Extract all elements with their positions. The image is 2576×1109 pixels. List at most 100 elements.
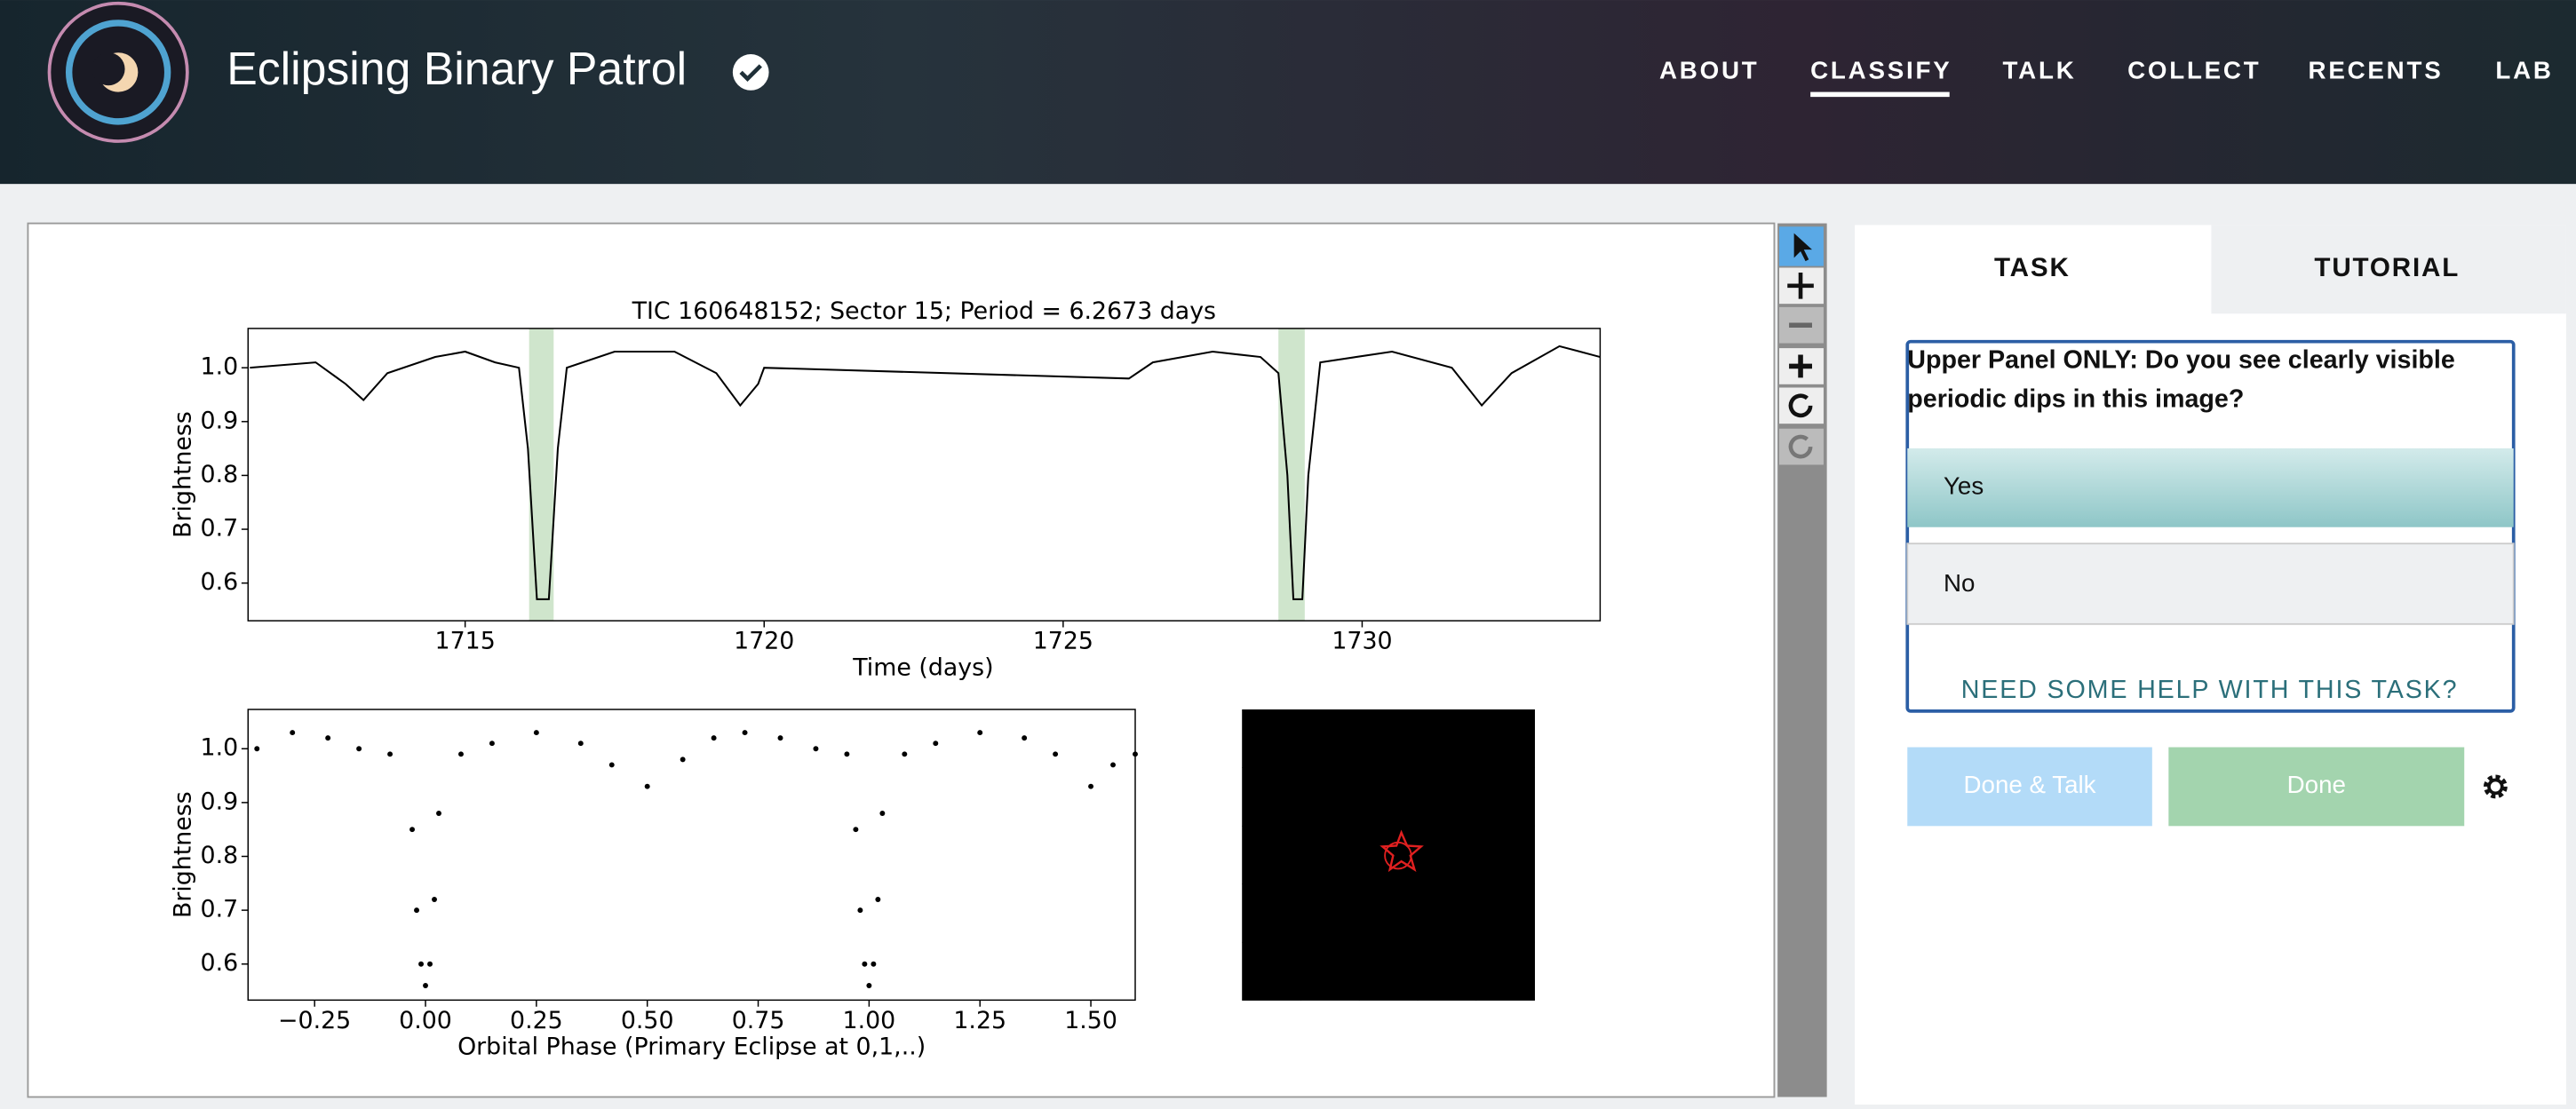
pixel (1358, 941, 1419, 1001)
phase-point (742, 730, 748, 736)
pixel (1300, 825, 1360, 884)
x-tick-label: 1.25 (953, 1007, 1006, 1034)
tab[interactable]: TASK (1994, 253, 2071, 282)
y-tick-label: 1.0 (201, 734, 239, 762)
y-tick-label: 0.8 (201, 842, 239, 869)
y-tick-label: 0.6 (201, 568, 239, 596)
answer-label: Yes (1944, 472, 1984, 500)
pixel (1358, 767, 1419, 827)
x-tick-label: 1720 (734, 628, 794, 655)
y-tick-label: 0.9 (201, 407, 239, 434)
task-panel (1855, 225, 2566, 1105)
phase-point (857, 907, 863, 914)
done-button[interactable] (2168, 747, 2465, 827)
nav-link[interactable]: LAB (2495, 57, 2553, 84)
phase-point (1053, 751, 1059, 757)
button-label: Done (2287, 771, 2346, 798)
axes-frame (247, 328, 1602, 622)
phase-point (427, 961, 433, 967)
phase-point (254, 746, 260, 752)
pixel (1417, 767, 1477, 827)
target-star (1379, 829, 1424, 873)
reset-icon (1788, 434, 1813, 459)
y-tick-label: 0.8 (201, 461, 239, 488)
logo (47, 1, 189, 143)
site-title: Eclipsing Binary Patrol (227, 43, 687, 94)
phase-point (1110, 762, 1116, 768)
phase-point (871, 961, 877, 967)
phase-point (325, 735, 331, 741)
settings-gear[interactable] (2483, 774, 2508, 799)
rotate[interactable] (1778, 387, 1824, 424)
select-icon (1793, 233, 1812, 262)
toolbar-buttons[interactable] (1778, 226, 1824, 465)
phase-point (680, 756, 686, 763)
nav-link[interactable]: CLASSIFY (1810, 57, 1952, 84)
pixel (1242, 709, 1301, 769)
phase-point (577, 741, 584, 747)
question-wrap: Upper Panel ONLY: Do you see clearly vis… (1907, 346, 2455, 415)
pixel (1475, 941, 1535, 1001)
nav-active-underline (1810, 91, 1950, 98)
nav: ABOUT CLASSIFY TALK COLLECT RECENTS LAB (1659, 57, 2553, 98)
pixel (1417, 709, 1477, 769)
phase-point (458, 751, 464, 757)
y-tick-label: 0.7 (201, 896, 239, 923)
phase-point (902, 751, 908, 757)
x-tick-label: 1.50 (1064, 1007, 1117, 1034)
phase-point (1088, 783, 1094, 789)
phase-point (977, 730, 983, 736)
nav-link[interactable]: TALK (2003, 57, 2077, 84)
y-axis-label: Brightness (170, 411, 197, 538)
answer-no[interactable] (1906, 543, 2515, 625)
x-tick-label: 0.50 (621, 1007, 674, 1034)
y-tick-label: 0.7 (201, 515, 239, 543)
answer-yes[interactable] (1907, 448, 2514, 527)
reset[interactable] (1778, 428, 1824, 465)
x-axis-label: Orbital Phase (Primary Eclipse at 0,1,..… (457, 1033, 926, 1060)
target-circle (1384, 841, 1412, 870)
done-talk-button[interactable] (1907, 747, 2152, 827)
phase-point (777, 735, 783, 741)
phase-point (844, 751, 850, 757)
phase-point (356, 746, 362, 752)
light-curve (250, 345, 1601, 600)
phase-point (875, 897, 881, 902)
tab[interactable]: TUTORIAL (2314, 253, 2460, 282)
phase-point (711, 735, 717, 741)
pixel (1358, 825, 1419, 884)
help-link[interactable]: NEED SOME HELP WITH THIS TASK? (1961, 676, 2459, 704)
pixel (1358, 709, 1419, 769)
phase-point (853, 827, 859, 833)
plus-icon (1789, 354, 1812, 378)
pixel (1475, 825, 1535, 884)
answer-label: No (1944, 569, 1975, 597)
pixel (1300, 709, 1360, 769)
phase-point (813, 746, 819, 752)
phase-point (432, 897, 437, 902)
y-tick-label: 1.0 (201, 353, 239, 381)
nav-link[interactable]: ABOUT (1659, 57, 1759, 84)
pixel (1417, 941, 1477, 1001)
pixel (1242, 825, 1301, 884)
x-tick-label: 0.00 (399, 1007, 452, 1034)
x-tick-label: 0.75 (732, 1007, 785, 1034)
pixel (1475, 767, 1535, 827)
chart-title: TIC 160648152; Sector 15; Period = 6.267… (632, 297, 1216, 325)
phase-point (489, 741, 495, 747)
nav-link[interactable]: COLLECT (2127, 57, 2261, 84)
x-tick-label: 1725 (1033, 628, 1093, 655)
y-tick-label: 0.9 (201, 788, 239, 815)
button-label: Done & Talk (1964, 771, 2096, 798)
nav-link[interactable]: RECENTS (2309, 57, 2444, 84)
phase-point (418, 961, 424, 967)
phase-point (533, 730, 539, 736)
phase-point (387, 751, 394, 757)
question: Upper Panel ONLY: Do you see clearly vis… (1907, 346, 2455, 415)
x-axis-label: Time (days) (852, 654, 993, 681)
phase-point (933, 741, 939, 747)
axes-frame (247, 709, 1136, 1002)
pixel (1300, 883, 1360, 943)
